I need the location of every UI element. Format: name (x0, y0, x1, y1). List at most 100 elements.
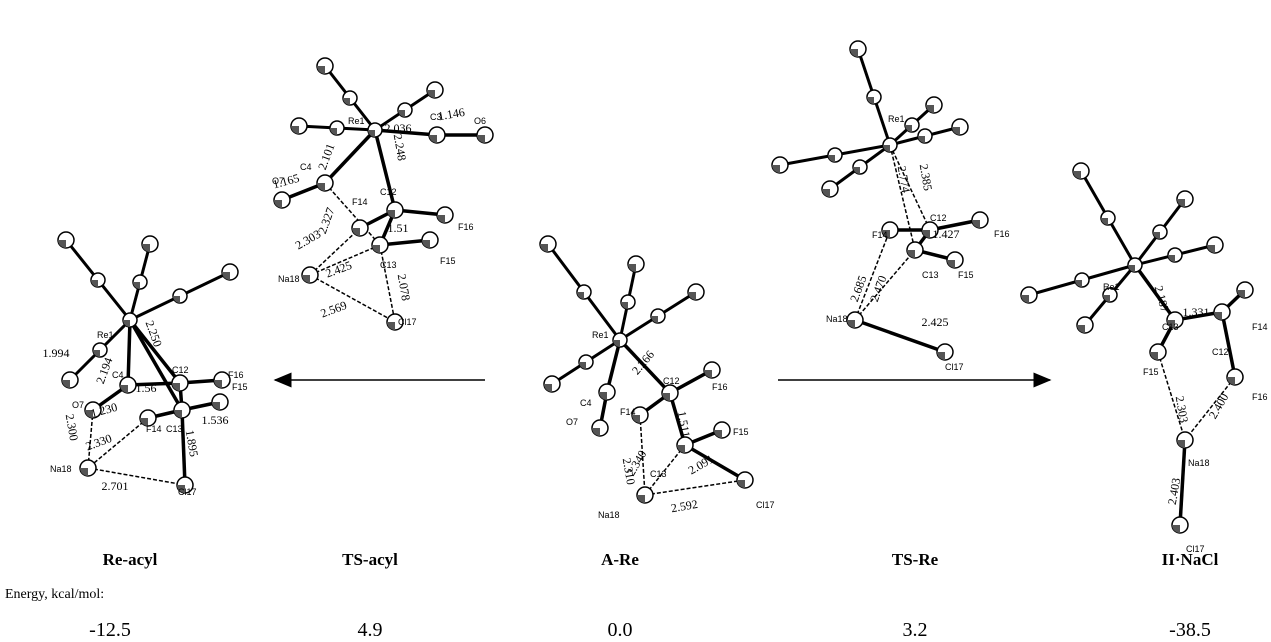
atom-shading (651, 316, 658, 323)
bond-length: 2.091 (686, 452, 716, 478)
atom-label: C12 (663, 376, 680, 386)
bond-length: 1.427 (933, 227, 960, 241)
atom-label: O7 (72, 400, 84, 410)
atom-shading (772, 165, 780, 173)
bond-length: 1.536 (202, 413, 229, 427)
bond-length: 2.303 (1173, 395, 1191, 424)
atom-shading (972, 220, 980, 228)
atom-shading (847, 320, 855, 328)
structure-name: A-Re (601, 550, 639, 569)
energy-value: 0.0 (608, 619, 633, 641)
atom-label: Na18 (1188, 458, 1210, 468)
atom-shading (62, 380, 70, 388)
bond-length: 1.994 (43, 346, 70, 360)
bond-length: 2.569 (319, 298, 349, 320)
atom-shading (398, 110, 405, 117)
atom-shading (867, 97, 874, 104)
bond-length: 1.331 (1183, 305, 1210, 319)
bond-length: 1.51 (388, 221, 409, 235)
atom-shading (302, 275, 310, 283)
atom-label: Re1 (348, 116, 365, 126)
atom-shading (628, 264, 636, 272)
atom-label: C13 (166, 424, 183, 434)
atom-shading (343, 98, 350, 105)
atom-label: C12 (930, 213, 947, 223)
energy-label: Energy, kcal/mol: (5, 587, 104, 602)
atom-shading (907, 250, 915, 258)
bond-length: 2.774 (895, 165, 913, 194)
bond-length: 2.425 (922, 315, 949, 329)
atom-shading (142, 244, 150, 252)
bond-length: 1.146 (437, 105, 466, 123)
atom-label: F16 (712, 382, 728, 392)
atom-shading (372, 245, 380, 253)
atom-label: C12 (1212, 347, 1229, 357)
atom-shading (688, 292, 696, 300)
bond (1222, 312, 1235, 377)
bond-length: 2.300 (63, 413, 81, 442)
atom-label: F15 (232, 382, 248, 392)
energy-value: -38.5 (1169, 619, 1211, 641)
atom-shading (174, 410, 182, 418)
atom-label: F14 (1252, 322, 1268, 332)
atom-shading (172, 383, 180, 391)
atom-label: C12 (380, 187, 397, 197)
atom-label: C4 (300, 162, 312, 172)
atom-shading (317, 66, 325, 74)
bond-length: 2.400 (1206, 391, 1232, 421)
atom-shading (1150, 352, 1158, 360)
bond-length: 2.592 (670, 497, 699, 515)
atom-shading (387, 322, 395, 330)
atom-shading (429, 135, 437, 143)
atom-label: F14 (352, 197, 368, 207)
atom-shading (918, 136, 925, 143)
atom-shading (544, 384, 552, 392)
bond (182, 410, 185, 485)
atom-label: F16 (458, 222, 474, 232)
figure: Energy, kcal/mol: Re1 C4 C12 F16 F15 O7 F14 C13… (0, 0, 1271, 642)
atom-label: F16 (1252, 392, 1268, 402)
atom-shading (222, 272, 230, 280)
atom-shading (737, 480, 745, 488)
atom-shading (592, 428, 600, 436)
atom-label: Na18 (278, 274, 300, 284)
bond-length: 2.470 (867, 274, 889, 304)
atom-shading (1101, 218, 1108, 225)
atom-shading (212, 402, 220, 410)
atom-label: C4 (112, 370, 124, 380)
atom-shading (952, 127, 960, 135)
atom-label: C13 (380, 260, 397, 270)
atom-label: Re1 (1103, 282, 1120, 292)
interaction (645, 480, 745, 495)
atom-shading (947, 260, 955, 268)
atom-shading (133, 282, 140, 289)
atom-shading (437, 215, 445, 223)
atom-label: Re1 (97, 330, 114, 340)
atom-shading (1227, 377, 1235, 385)
energy-value: -12.5 (89, 619, 131, 641)
atom-shading (677, 445, 685, 453)
atom-label: F16 (228, 370, 244, 380)
atom-shading (317, 183, 325, 191)
atom-shading (352, 228, 360, 236)
atom-shading (80, 468, 88, 476)
atom-shading (577, 292, 584, 299)
atom-label: F16 (994, 229, 1010, 239)
atom-label: Cl17 (756, 500, 775, 510)
atom-label: C13 (922, 270, 939, 280)
atom-shading (1077, 325, 1085, 333)
structure-name: II·NaCl (1162, 550, 1219, 569)
bond-length: 2.036 (385, 121, 412, 135)
page: {"energy_label": "Energy, kcal/mol:", "s… (0, 0, 1271, 642)
atom-shading (822, 189, 830, 197)
atom-shading (1075, 280, 1082, 287)
atom-shading (1214, 312, 1222, 320)
atom-shading (274, 200, 282, 208)
atom-label: F15 (958, 270, 974, 280)
energy-value: 3.2 (903, 619, 928, 641)
atom-shading (714, 430, 722, 438)
atom-shading (1073, 171, 1081, 179)
bond-length: 2.078 (395, 273, 413, 302)
atom-shading (1168, 255, 1175, 262)
structure-name: Re-acyl (103, 550, 158, 569)
